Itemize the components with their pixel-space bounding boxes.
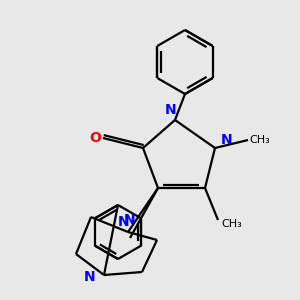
Text: CH₃: CH₃ [222, 219, 242, 229]
Text: O: O [89, 131, 101, 145]
Text: N: N [84, 270, 96, 284]
Text: CH₃: CH₃ [250, 135, 270, 145]
Text: N: N [221, 133, 233, 147]
Text: N: N [165, 103, 177, 117]
Text: N: N [118, 215, 130, 229]
Text: N: N [124, 214, 135, 227]
